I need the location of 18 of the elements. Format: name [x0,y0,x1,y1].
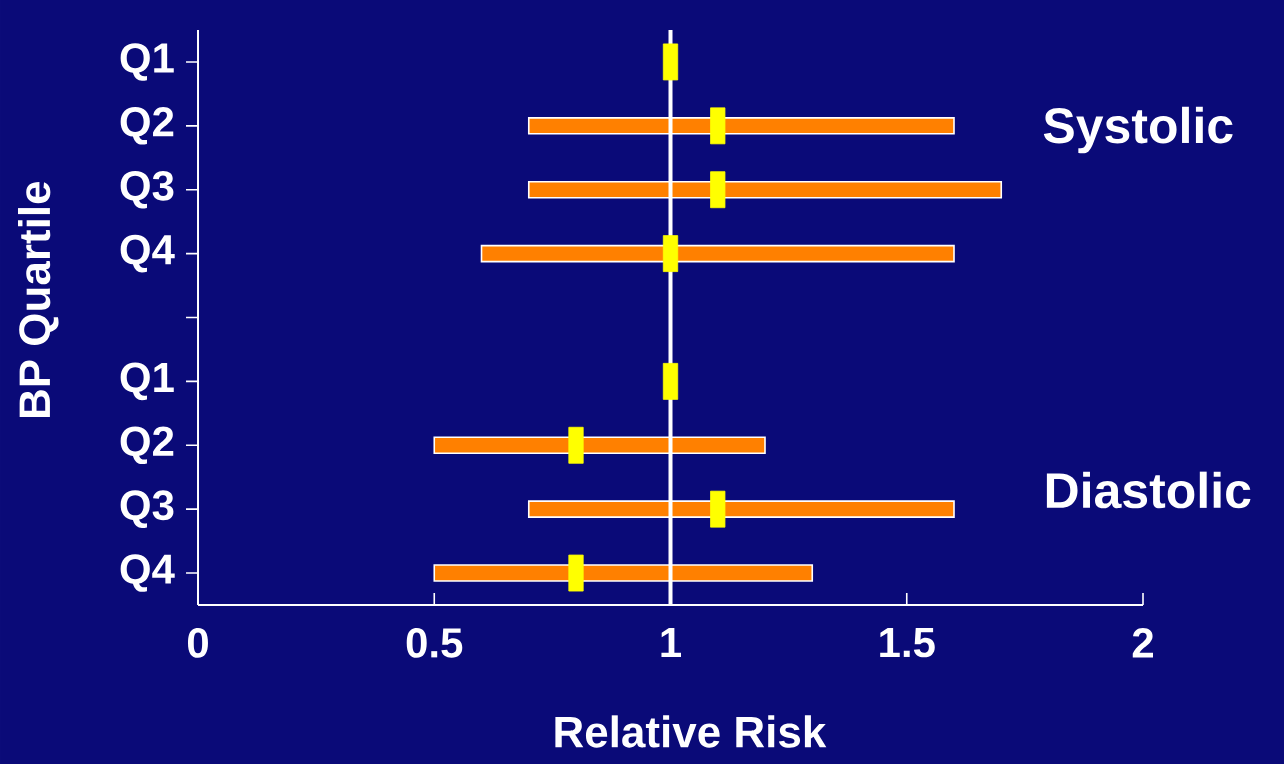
x-tick-label: 2 [1132,628,1153,658]
y-tick-label: Q4 [120,234,175,273]
y-tick-label: Q2 [120,107,174,145]
y-tick-label: Q2 [120,426,174,465]
y-tick-label: Q3 [120,490,174,528]
annotation: Diastolic [1046,471,1251,509]
annotation: Systolic [1043,106,1233,154]
y-tick-label: Q4 [120,554,175,592]
y-axis-title: BP Quartile [18,181,59,418]
x-tick-label: 0 [187,628,208,658]
x-tick-label: 0.5 [406,628,463,658]
x-tick-label: 1 [661,628,681,657]
y-tick-label: Q1 [120,43,174,81]
x-tick-label: 1.5 [880,628,935,658]
bar [480,244,955,263]
y-tick-label: Q1 [120,362,174,401]
y-tick-label: Q3 [120,170,174,209]
x-axis-title: Relative Risk [555,715,827,748]
